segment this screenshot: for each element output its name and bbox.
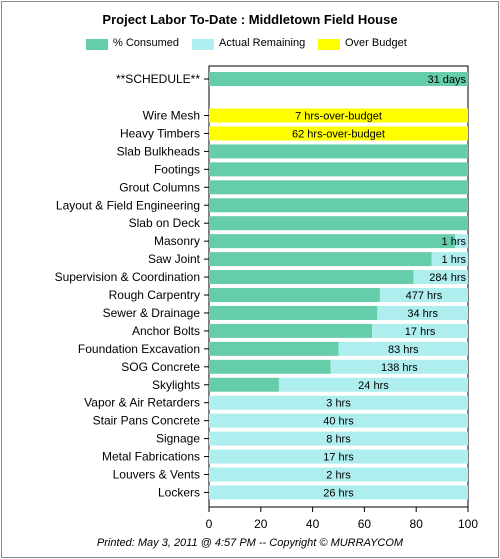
bar-label: 284 hrs bbox=[429, 272, 466, 284]
bar-label: 7 hrs-over-budget bbox=[295, 111, 382, 123]
category-label: Lockers bbox=[158, 485, 200, 499]
bar-segment bbox=[278, 377, 468, 392]
legend-label-consumed: % Consumed bbox=[113, 37, 180, 49]
bar-label: 8 hrs bbox=[326, 434, 351, 446]
bar-label: 477 hrs bbox=[406, 290, 443, 302]
bar-segment bbox=[209, 126, 468, 141]
bar-label: 138 hrs bbox=[381, 362, 418, 374]
category-label: Metal Fabrications bbox=[102, 450, 200, 464]
x-tick-label: 0 bbox=[206, 517, 213, 531]
bar-segment bbox=[330, 359, 468, 374]
category-label: Heavy Timbers bbox=[120, 126, 200, 140]
category-label: Signage bbox=[156, 432, 200, 446]
bar-label: 34 hrs bbox=[407, 308, 438, 320]
bar-schedule bbox=[209, 72, 468, 86]
x-tick-label: 80 bbox=[410, 517, 424, 531]
legend-swatch-consumed bbox=[86, 39, 108, 50]
bar-segment bbox=[209, 341, 339, 356]
bar-segment bbox=[379, 288, 468, 302]
bar-label: 1 hrs bbox=[442, 236, 467, 248]
category-label: Sewer & Drainage bbox=[103, 306, 201, 320]
bar-segment bbox=[209, 485, 468, 500]
category-label: Slab Bulkheads bbox=[117, 144, 200, 158]
bar-label: 40 hrs bbox=[323, 416, 354, 428]
category-label: Louvers & Vents bbox=[113, 468, 200, 482]
category-label: Rough Carpentry bbox=[109, 288, 200, 302]
x-tick-label: 60 bbox=[358, 517, 372, 531]
bar-segment bbox=[209, 198, 468, 213]
category-label: Skylights bbox=[152, 378, 200, 392]
bar-segment bbox=[209, 252, 432, 267]
bar-segment bbox=[413, 270, 468, 285]
bar-segment bbox=[209, 467, 468, 482]
bar-segment bbox=[209, 162, 468, 177]
category-label: Slab on Deck bbox=[129, 216, 201, 230]
legend-label-remaining: Actual Remaining bbox=[219, 37, 306, 49]
bar-label: 3 hrs bbox=[326, 398, 351, 410]
bar-segment bbox=[209, 270, 414, 285]
category-label: Vapor & Air Retarders bbox=[84, 396, 200, 410]
x-tick-label: 40 bbox=[306, 517, 320, 531]
legend-swatch-over-budget bbox=[318, 39, 340, 50]
bar-segment bbox=[209, 395, 468, 410]
x-tick-label: 100 bbox=[458, 517, 478, 531]
bar-segment bbox=[209, 431, 468, 446]
bar-segment bbox=[338, 341, 468, 356]
footer-copyright: Printed: May 3, 2011 @ 4:57 PM -- Copyri… bbox=[96, 537, 404, 549]
plot-area bbox=[208, 65, 469, 508]
category-label: Saw Joint bbox=[148, 252, 201, 266]
category-label: Foundation Excavation bbox=[78, 342, 200, 356]
category-label: Anchor Bolts bbox=[132, 324, 200, 338]
bar-segment bbox=[209, 144, 468, 159]
category-label: Footings bbox=[154, 162, 200, 176]
bar-segment bbox=[209, 180, 468, 195]
bar-label-schedule: 31 days bbox=[427, 74, 466, 86]
bar-segment bbox=[209, 305, 378, 320]
bar-label: 62 hrs-over-budget bbox=[292, 128, 385, 140]
bar-segment bbox=[372, 323, 468, 338]
category-label: Wire Mesh bbox=[143, 109, 200, 123]
legend-label-over-budget: Over Budget bbox=[345, 37, 407, 49]
bar-segment bbox=[209, 288, 380, 302]
chart-title: Project Labor To-Date : Middletown Field… bbox=[102, 12, 398, 27]
bar-label: 2 hrs bbox=[326, 470, 351, 482]
bar-label: 17 hrs bbox=[405, 326, 436, 338]
category-label: Masonry bbox=[154, 234, 200, 248]
bar-label: 24 hrs bbox=[358, 380, 389, 392]
bar-segment bbox=[431, 252, 468, 267]
bar-segment bbox=[209, 108, 468, 123]
bar-label: 83 hrs bbox=[388, 344, 419, 356]
bar-label: 26 hrs bbox=[323, 487, 354, 499]
bar-segment bbox=[209, 359, 331, 374]
bar-segment bbox=[209, 323, 373, 338]
bar-segment bbox=[209, 413, 468, 428]
category-label: Layout & Field Engineering bbox=[56, 198, 200, 212]
category-label: Grout Columns bbox=[119, 180, 200, 194]
legend-swatch-remaining bbox=[192, 39, 214, 50]
bar-segment bbox=[455, 234, 468, 249]
category-label-schedule: **SCHEDULE** bbox=[116, 72, 200, 86]
bar-label: 17 hrs bbox=[323, 452, 354, 464]
category-label: SOG Concrete bbox=[121, 360, 200, 374]
category-label: Supervision & Coordination bbox=[55, 270, 200, 284]
bar-label: 1 hrs bbox=[442, 254, 467, 266]
bar-segment bbox=[377, 305, 468, 320]
bar-segment bbox=[209, 234, 456, 249]
bar-segment bbox=[209, 216, 468, 231]
category-label: Stair Pans Concrete bbox=[93, 414, 201, 428]
x-tick-label: 20 bbox=[254, 517, 268, 531]
bar-segment bbox=[209, 377, 279, 392]
bar-segment bbox=[209, 449, 468, 464]
